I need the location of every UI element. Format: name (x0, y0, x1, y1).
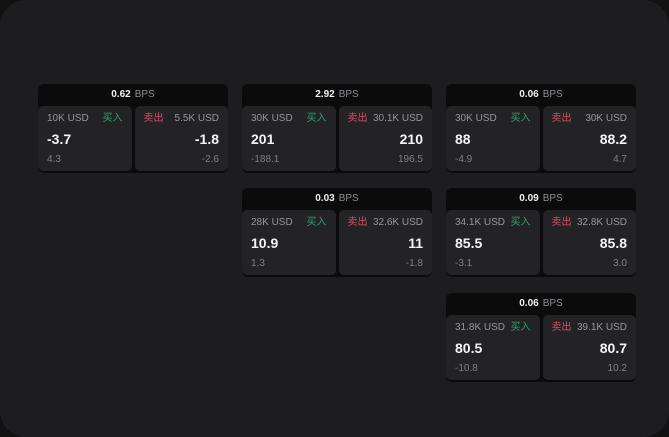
buy-price: 10.9 (251, 234, 279, 251)
quote-card: 0.62 BPS 10K USD 买入 -3.7 4.3 卖出 5.5K USD… (38, 84, 228, 173)
sell-price: 11 (408, 234, 423, 251)
spread-header: 0.03 BPS (242, 188, 432, 208)
sell-price: -1.8 (194, 130, 219, 147)
sell-side-label: 卖出 (551, 322, 572, 333)
buy-quote-tile[interactable]: 30K USD 买入 201 -188.1 (242, 106, 336, 171)
buy-size-label: 28K USD (251, 217, 293, 228)
sell-side-label: 卖出 (551, 217, 572, 228)
buy-side-label: 买入 (306, 113, 327, 124)
spread-header: 0.06 BPS (446, 84, 636, 104)
sell-quote-tile[interactable]: 卖出 39.1K USD 80.7 10.2 (542, 315, 636, 380)
buy-quote-tile[interactable]: 28K USD 买入 10.9 1.3 (242, 210, 336, 275)
spread-value: 0.62 (111, 88, 131, 100)
spread-value: 0.09 (519, 192, 539, 204)
quote-tiles: 30K USD 买入 201 -188.1 卖出 30.1K USD 210 1… (242, 104, 432, 173)
sell-size-label: 39.1K USD (576, 322, 627, 333)
buy-quote-tile[interactable]: 34.1K USD 买入 85.5 -3.1 (446, 210, 540, 275)
quote-card: 0.09 BPS 34.1K USD 买入 85.5 -3.1 卖出 32.8K… (446, 188, 636, 277)
quote-tiles: 28K USD 买入 10.9 1.3 卖出 32.6K USD 11 -1.8 (242, 208, 432, 277)
buy-size-label: 10K USD (47, 113, 89, 124)
buy-delta: -4.9 (455, 154, 473, 165)
buy-price: 201 (251, 130, 275, 147)
sell-delta: -2.6 (201, 154, 219, 165)
spread-header: 2.92 BPS (242, 84, 432, 104)
sell-delta: -1.8 (405, 258, 423, 269)
sell-delta: 10.2 (607, 363, 627, 374)
spread-value: 0.03 (315, 192, 335, 204)
spread-value: 0.06 (519, 88, 539, 100)
bps-unit-label: BPS (542, 297, 563, 309)
spread-header: 0.62 BPS (38, 84, 228, 104)
sell-quote-tile[interactable]: 卖出 30K USD 88.2 4.7 (542, 106, 636, 171)
buy-delta: -10.8 (455, 363, 478, 374)
quote-card: 2.92 BPS 30K USD 买入 201 -188.1 卖出 30.1K … (242, 84, 432, 173)
sell-side-label: 卖出 (143, 113, 164, 124)
sell-price: 80.7 (599, 339, 627, 356)
buy-delta: 1.3 (251, 258, 265, 269)
buy-size-label: 31.8K USD (455, 322, 506, 333)
sell-quote-tile[interactable]: 卖出 30.1K USD 210 196.5 (338, 106, 432, 171)
sell-side-label: 卖出 (347, 113, 368, 124)
quote-tiles: 31.8K USD 买入 80.5 -10.8 卖出 39.1K USD 80.… (446, 313, 636, 382)
buy-size-label: 30K USD (251, 113, 293, 124)
sell-quote-tile[interactable]: 卖出 5.5K USD -1.8 -2.6 (134, 106, 228, 171)
quote-card: 0.06 BPS 30K USD 买入 88 -4.9 卖出 30K USD 8… (446, 84, 636, 173)
sell-delta: 3.0 (613, 258, 627, 269)
buy-quote-tile[interactable]: 31.8K USD 买入 80.5 -10.8 (446, 315, 540, 380)
quote-card: 0.06 BPS 31.8K USD 买入 80.5 -10.8 卖出 39.1… (446, 293, 636, 382)
sell-size-label: 32.8K USD (576, 217, 627, 228)
sell-quote-tile[interactable]: 卖出 32.6K USD 11 -1.8 (338, 210, 432, 275)
sell-price: 88.2 (599, 130, 627, 147)
spread-value: 0.06 (519, 297, 539, 309)
bps-unit-label: BPS (542, 88, 563, 100)
sell-size-label: 32.6K USD (372, 217, 423, 228)
sell-side-label: 卖出 (347, 217, 368, 228)
quote-tiles: 30K USD 买入 88 -4.9 卖出 30K USD 88.2 4.7 (446, 104, 636, 173)
buy-size-label: 30K USD (455, 113, 497, 124)
buy-price: 88 (455, 130, 471, 147)
buy-quote-tile[interactable]: 30K USD 买入 88 -4.9 (446, 106, 540, 171)
buy-price: 85.5 (455, 234, 483, 251)
spread-header: 0.09 BPS (446, 188, 636, 208)
bps-unit-label: BPS (134, 88, 155, 100)
spread-header: 0.06 BPS (446, 293, 636, 313)
buy-size-label: 34.1K USD (455, 217, 506, 228)
bps-unit-label: BPS (338, 192, 359, 204)
sell-size-label: 30.1K USD (372, 113, 423, 124)
buy-side-label: 买入 (102, 113, 123, 124)
buy-quote-tile[interactable]: 10K USD 买入 -3.7 4.3 (38, 106, 132, 171)
sell-size-label: 30K USD (585, 113, 627, 124)
buy-price: -3.7 (47, 130, 72, 147)
buy-side-label: 买入 (510, 113, 531, 124)
buy-side-label: 买入 (510, 322, 531, 333)
sell-side-label: 卖出 (551, 113, 572, 124)
sell-quote-tile[interactable]: 卖出 32.8K USD 85.8 3.0 (542, 210, 636, 275)
sell-price: 210 (399, 130, 423, 147)
buy-delta: 4.3 (47, 154, 61, 165)
sell-size-label: 5.5K USD (174, 113, 219, 124)
quote-tiles: 10K USD 买入 -3.7 4.3 卖出 5.5K USD -1.8 -2.… (38, 104, 228, 173)
bps-unit-label: BPS (338, 88, 359, 100)
quote-tiles: 34.1K USD 买入 85.5 -3.1 卖出 32.8K USD 85.8… (446, 208, 636, 277)
sell-delta: 4.7 (613, 154, 627, 165)
buy-side-label: 买入 (306, 217, 327, 228)
buy-delta: -188.1 (251, 154, 280, 165)
bps-unit-label: BPS (542, 192, 563, 204)
buy-side-label: 买入 (510, 217, 531, 228)
spread-value: 2.92 (315, 88, 335, 100)
buy-delta: -3.1 (455, 258, 473, 269)
quote-card: 0.03 BPS 28K USD 买入 10.9 1.3 卖出 32.6K US… (242, 188, 432, 277)
buy-price: 80.5 (455, 339, 483, 356)
sell-delta: 196.5 (397, 154, 423, 165)
sell-price: 85.8 (599, 234, 627, 251)
